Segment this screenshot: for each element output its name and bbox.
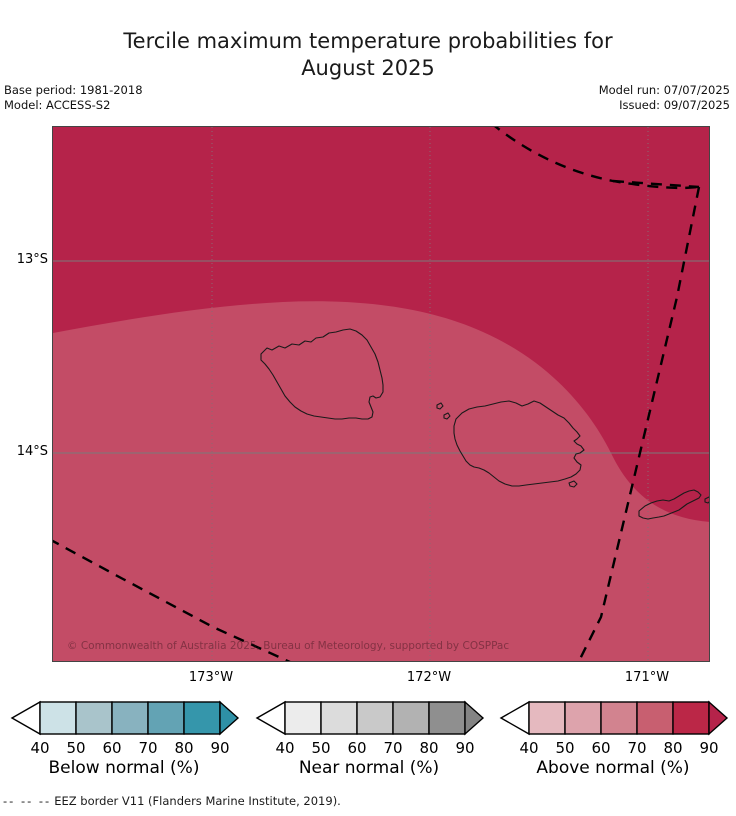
probability-map: © Commonwealth of Australia 2025, Bureau… <box>52 126 710 662</box>
cbar-below-tick-60: 60 <box>102 739 122 757</box>
eez-footnote: -- -- -- EEZ border V11 (Flanders Marine … <box>3 794 341 808</box>
cbar-below-extend-low <box>10 700 41 736</box>
colorbar-above-normal-label: Above normal (%) <box>536 758 690 778</box>
metadata-right: Model run: 07/07/2025 Issued: 09/07/2025 <box>599 83 730 113</box>
cbar-above-tick-50: 50 <box>555 739 575 757</box>
graticule <box>53 127 709 661</box>
issued-text: Issued: 09/07/2025 <box>619 98 730 112</box>
island-coastlines <box>260 328 709 520</box>
cbar-above-tick-70: 70 <box>627 739 647 757</box>
metadata-left: Base period: 1981-2018 Model: ACCESS-S2 <box>4 83 143 113</box>
model-run-text: Model run: 07/07/2025 <box>598 83 730 97</box>
cbar-above-cell-40-50 <box>528 701 566 735</box>
base-period-text: Base period: 1981-2018 <box>4 83 143 97</box>
cbar-above-extend-high <box>708 700 729 736</box>
page-title: Tercile maximum temperature probabilitie… <box>0 28 736 82</box>
cbar-below-tick-70: 70 <box>138 739 158 757</box>
cbar-below-extend-high <box>219 700 240 736</box>
islet-aunuu <box>704 496 709 504</box>
cbar-near-tick-60: 60 <box>347 739 367 757</box>
cbar-near-tick-50: 50 <box>311 739 331 757</box>
cbar-near-tick-80: 80 <box>419 739 439 757</box>
map-canvas <box>53 127 709 661</box>
colorbar-below-normal-swatches <box>10 700 240 736</box>
islet-apolima <box>436 402 444 410</box>
cbar-below-cell-80-90 <box>183 701 221 735</box>
colorbar-below-normal-label: Below normal (%) <box>48 758 200 778</box>
colorbar-near-normal-swatches <box>255 700 485 736</box>
cbar-near-tick-40: 40 <box>275 739 295 757</box>
lon-tick-173w: 173°W <box>188 670 234 685</box>
colorbar-near-normal: 40 50 60 70 80 90 Near normal (%) <box>253 698 485 778</box>
lon-tick-172w: 172°W <box>406 670 452 685</box>
island-savaii <box>260 328 384 420</box>
lat-tick-13s: 13°S <box>16 252 48 267</box>
eez-footnote-text: EEZ border V11 (Flanders Marine Institut… <box>54 794 341 808</box>
page-title-line1: Tercile maximum temperature probabilitie… <box>123 29 613 53</box>
colorbar-above-normal-swatches <box>499 700 729 736</box>
cbar-near-cell-50-60 <box>320 701 358 735</box>
cbar-above-cell-80-90 <box>672 701 710 735</box>
cbar-near-cell-70-80 <box>392 701 430 735</box>
cbar-near-tick-70: 70 <box>383 739 403 757</box>
islet-manono <box>443 412 451 420</box>
cbar-above-cell-70-80 <box>636 701 674 735</box>
cbar-near-extend-low <box>255 700 286 736</box>
cbar-below-tick-50: 50 <box>66 739 86 757</box>
lat-tick-14s: 14°S <box>16 444 48 459</box>
island-tutuila <box>638 489 702 520</box>
cbar-below-cell-60-70 <box>111 701 149 735</box>
cbar-near-cell-80-90 <box>428 701 466 735</box>
cbar-above-extend-low <box>499 700 530 736</box>
cbar-above-cell-50-60 <box>564 701 602 735</box>
island-upolu-detail <box>568 480 578 488</box>
cbar-below-tick-90: 90 <box>210 739 230 757</box>
cbar-below-cell-50-60 <box>75 701 113 735</box>
cbar-above-cell-60-70 <box>600 701 638 735</box>
page-title-line2: August 2025 <box>301 56 435 80</box>
cbar-above-tick-40: 40 <box>519 739 539 757</box>
colorbar-near-normal-label: Near normal (%) <box>298 758 440 778</box>
cbar-below-tick-40: 40 <box>30 739 50 757</box>
cbar-below-cell-40-50 <box>39 701 77 735</box>
cbar-near-tick-90: 90 <box>455 739 475 757</box>
cbar-above-tick-80: 80 <box>663 739 683 757</box>
region-above-normal-mid <box>53 301 709 661</box>
cbar-above-tick-60: 60 <box>591 739 611 757</box>
island-upolu <box>453 400 585 487</box>
eez-border <box>53 127 701 661</box>
colorbar-below-normal: 40 50 60 70 80 90 Below normal (%) <box>8 698 240 778</box>
cbar-near-extend-high <box>464 700 485 736</box>
cbar-below-tick-80: 80 <box>174 739 194 757</box>
cbar-below-cell-70-80 <box>147 701 185 735</box>
eez-dash-sample: -- -- -- <box>3 794 52 808</box>
model-text: Model: ACCESS-S2 <box>4 98 111 112</box>
cbar-above-tick-90: 90 <box>699 739 719 757</box>
cbar-near-cell-60-70 <box>356 701 394 735</box>
lon-tick-171w: 171°W <box>624 670 670 685</box>
cbar-near-cell-40-50 <box>284 701 322 735</box>
colorbar-above-normal: 40 50 60 70 80 90 Above normal (%) <box>497 698 729 778</box>
